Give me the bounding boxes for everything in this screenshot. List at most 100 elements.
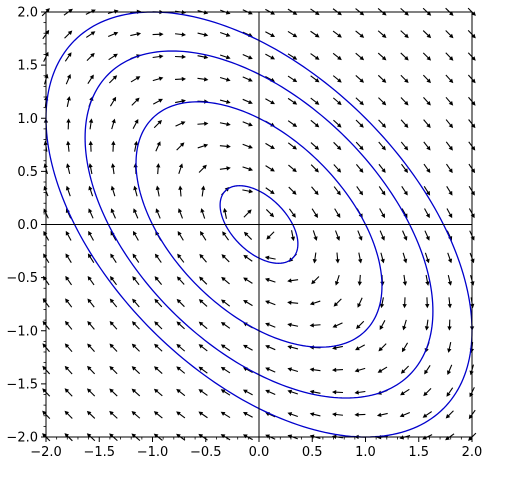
vector-arrow [110,230,117,241]
vector-arrow [265,344,276,351]
vector-arrow [88,230,94,241]
arrow-head [424,369,429,375]
arrow-head [357,258,363,264]
vector-arrow [309,367,321,372]
vector-arrow [401,186,408,196]
vector-arrow [377,8,387,16]
arrow-head [154,276,159,281]
arrow-head [222,231,227,236]
arrow-head [380,236,385,241]
arrow-head [337,33,342,38]
vector-arrow [197,54,209,60]
arrow-head [404,33,409,39]
arrow-head [336,190,341,196]
y-tick-label: 0.5 [17,165,38,180]
vector-arrow [198,411,208,419]
arrow-head [87,253,93,259]
arrow-head [270,167,275,172]
arrow-head [109,343,114,349]
arrow-head [425,235,430,241]
arrow-head [131,366,137,371]
vector-arrow [354,412,366,417]
vector-arrow [178,208,184,219]
vector-arrow [287,389,299,395]
vector-arrow [219,144,231,149]
arrow-head [292,10,298,15]
arrow-head [359,78,365,83]
vector-arrow [445,163,453,174]
arrow-head [181,76,187,82]
vector-arrow [132,253,140,263]
arrow-head [176,388,181,394]
vector-arrow [424,364,431,375]
vector-arrow [219,166,231,171]
vector-arrow [399,411,411,418]
arrow-head [226,144,231,149]
vector-arrow [175,121,186,127]
arrow-head [379,325,384,331]
vector-arrow [311,186,319,196]
arrow-head [426,78,431,84]
vector-arrow [153,98,163,105]
arrow-head [221,254,227,259]
arrow-head [109,388,114,393]
arrow-head [447,348,452,353]
vector-arrow [42,388,51,397]
vector-arrow [154,321,163,330]
arrow-head [337,55,342,61]
vector-arrow [446,387,454,397]
vector-arrow [424,208,430,219]
vector-arrow [468,185,475,196]
arrow-head [110,208,115,214]
y-tick-label: 1.0 [17,112,38,127]
arrow-head [153,411,159,416]
arrow-head [131,411,137,416]
arrow-head [404,11,409,16]
axes [45,11,473,438]
arrow-head [447,326,452,331]
vector-arrow [265,367,276,373]
arrow-head [403,235,408,241]
arrow-head [42,275,48,281]
arrow-head [425,213,430,219]
arrow-head [67,52,72,57]
arrow-head [154,343,159,349]
vector-arrow [445,52,454,61]
vector-arrow [65,230,72,241]
vector-arrow [243,277,253,284]
arrow-head [110,253,115,259]
vector-arrow [133,140,139,152]
vector-arrow [332,345,343,350]
arrow-head [91,9,96,14]
arrow-head [88,185,93,191]
arrow-head [220,389,226,394]
arrow-head [336,168,342,173]
arrow-head [154,321,159,326]
arrow-head [203,77,209,82]
arrow-head [447,303,452,309]
vector-arrow [287,142,298,150]
arrow-head [159,54,164,59]
vector-arrow [333,164,342,173]
arrow-head [226,121,231,127]
arrow-head [109,321,115,326]
arrow-head [471,56,476,61]
arrow-head [336,145,342,151]
arrow-head [314,190,319,196]
vector-arrow [265,98,275,105]
arrow-head [309,301,315,306]
vector-arrow [152,32,164,37]
arrow-head [447,258,453,264]
arrow-head [132,298,137,304]
vector-arrow [265,165,275,172]
vector-arrow [334,275,340,286]
arrow-head [381,100,387,106]
vector-arrow [109,321,118,330]
vector-arrow [86,410,96,419]
vector-arrow [378,119,387,128]
vector-arrow [447,364,453,375]
arrow-head [181,54,187,59]
vector-arrow [331,367,343,373]
vector-arrow [65,163,71,175]
arrow-head [43,208,48,214]
